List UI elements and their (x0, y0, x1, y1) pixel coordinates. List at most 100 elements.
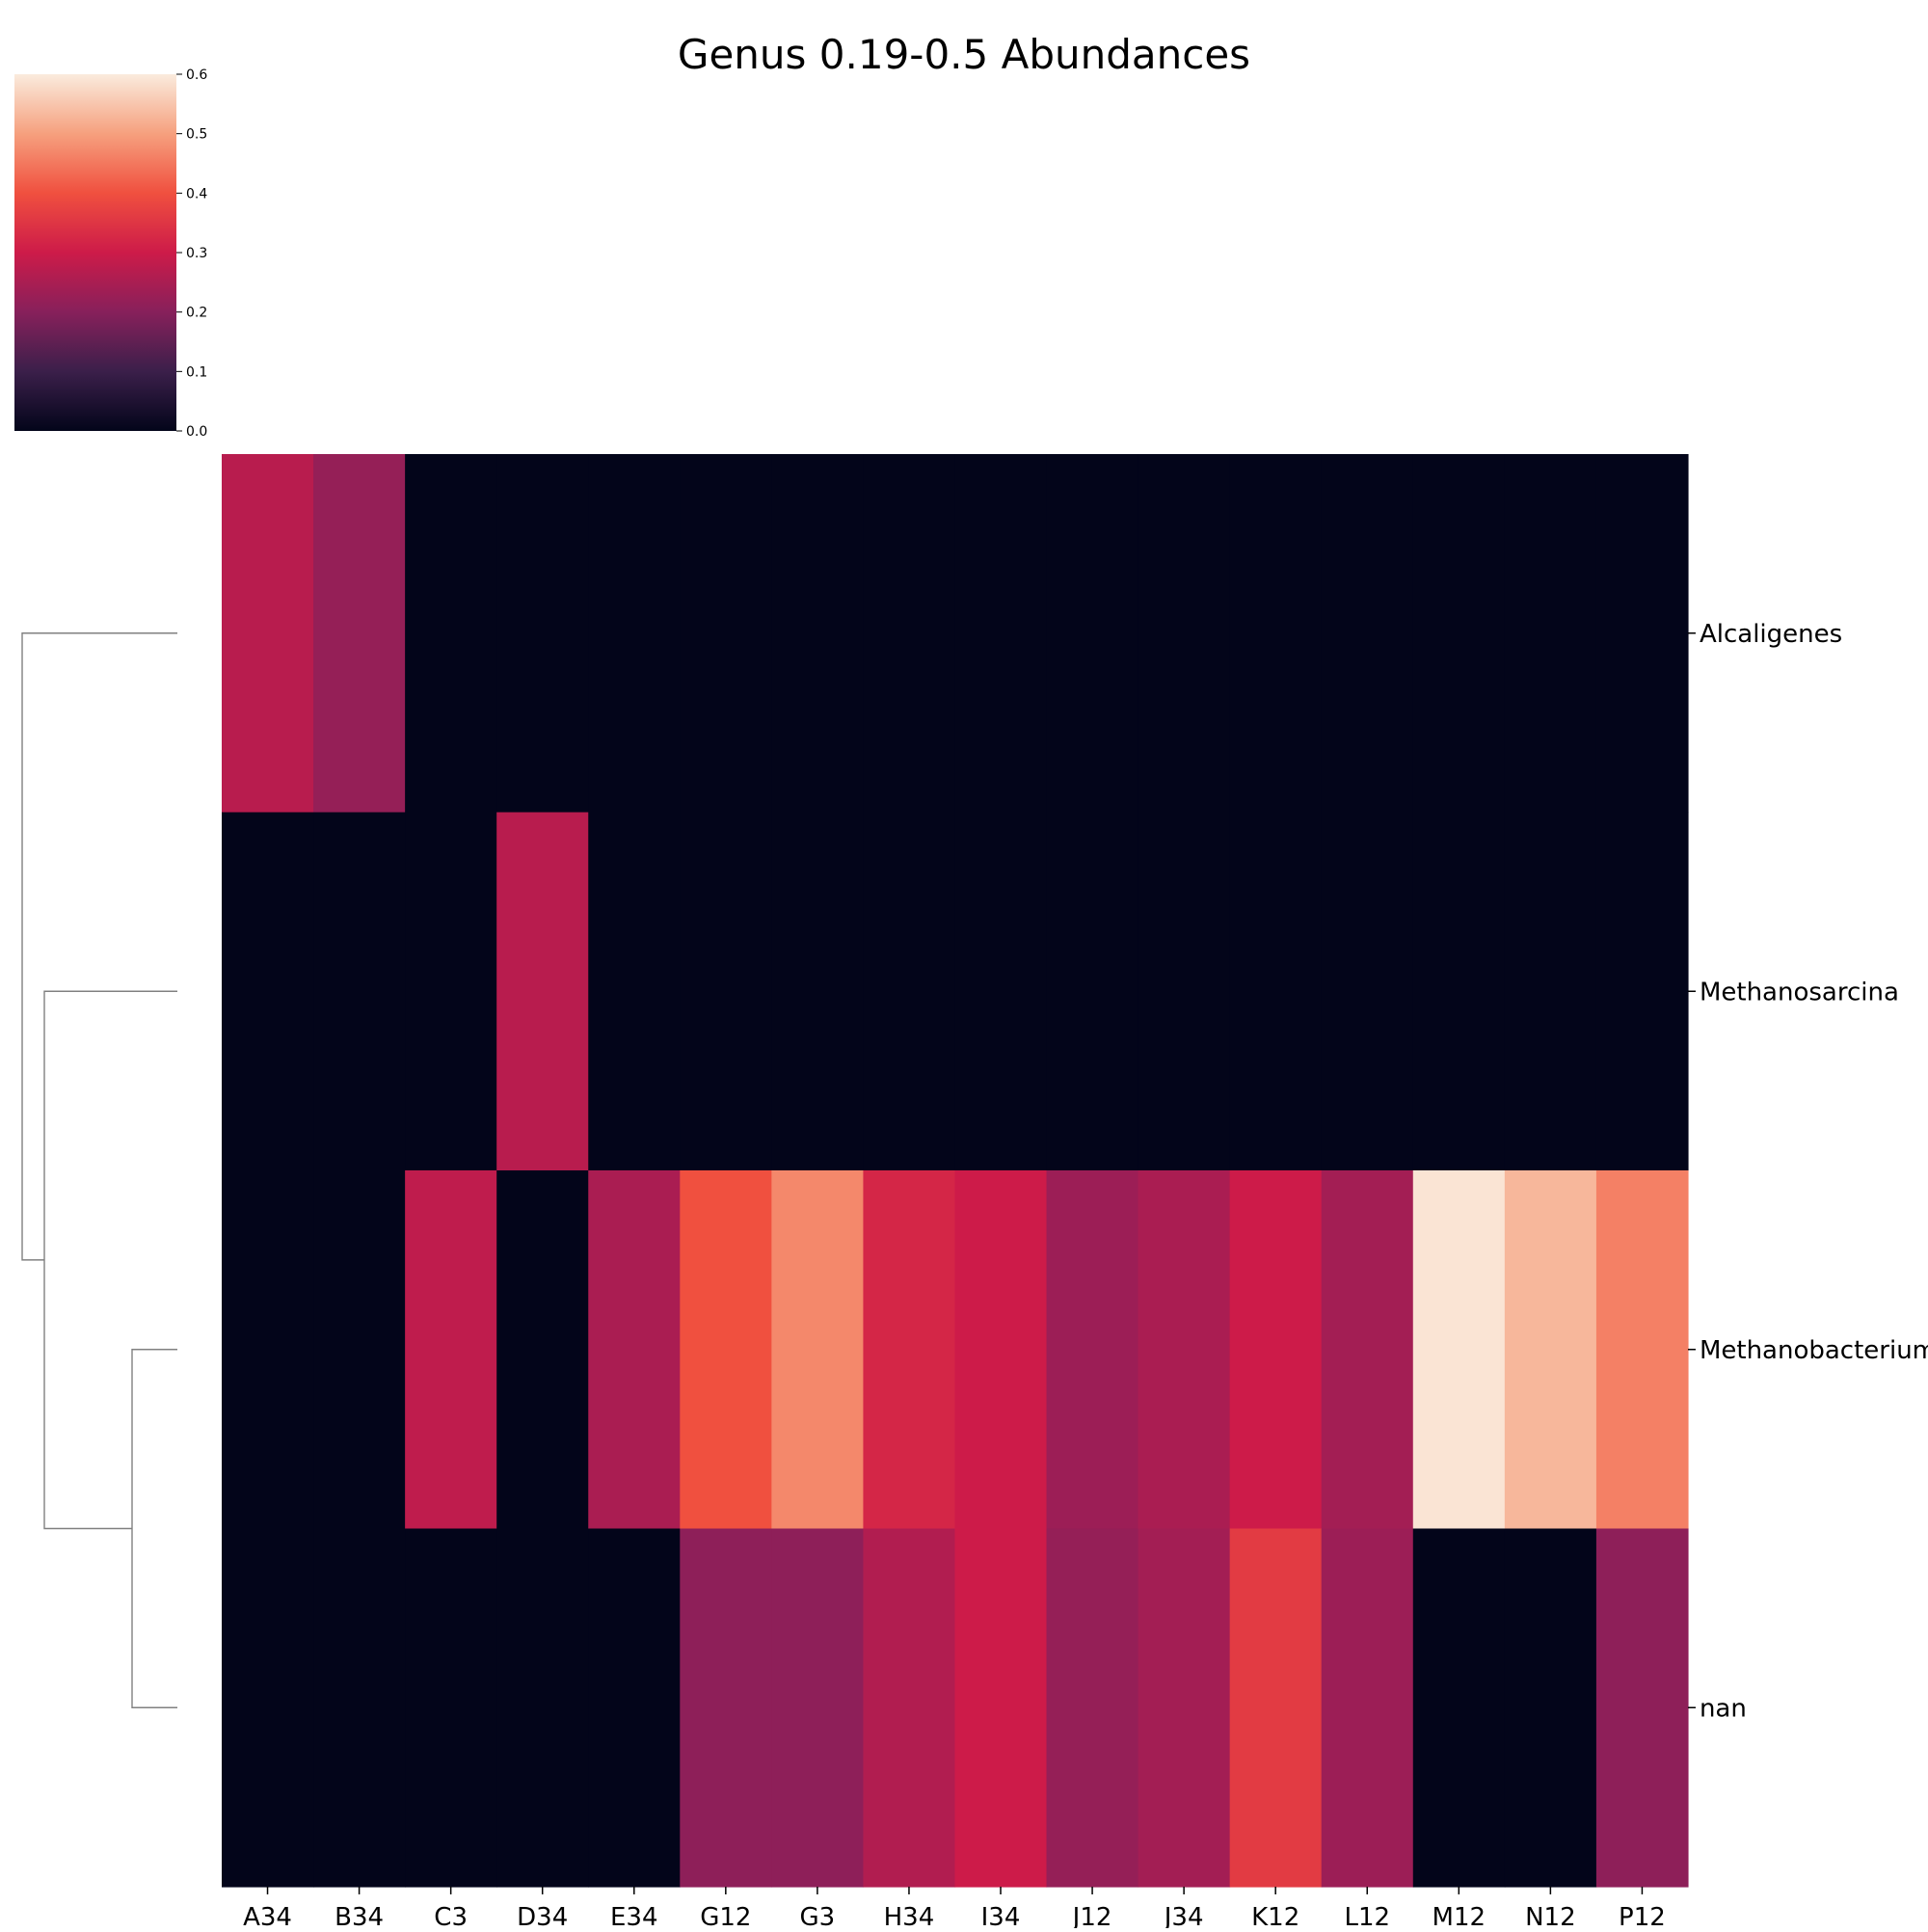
heatmap-cell-Alcaligenes-M12 (1412, 454, 1506, 814)
x-axis-ticks: A34 B34 C3 D34 E34 G12 G3 H34 I34 J12 J34 K12 L12 M12… (243, 1887, 1666, 1932)
colorbar-tick-label-0.6: 0.6 (186, 67, 207, 83)
heatmap-cell-nan-D34 (496, 1528, 589, 1888)
heatmap-cell-Methanosarcina-M12 (1412, 812, 1506, 1171)
x-tick-label-A34: A34 (243, 1903, 292, 1928)
heatmap-cell-Methanosarcina-B34 (313, 812, 406, 1171)
y-tick-label-Alcaligenes: Alcaligenes (1700, 620, 1842, 649)
heatmap-cell-nan-H34 (863, 1528, 956, 1888)
heatmap-cell-Alcaligenes-J34 (1138, 454, 1231, 814)
dendrogram-link (43, 990, 177, 1530)
heatmap-cell-nan-N12 (1504, 1528, 1597, 1888)
heatmap-cell-Methanosarcina-N12 (1504, 812, 1597, 1171)
heatmap-cell-Methanosarcina-J12 (1046, 812, 1139, 1171)
colorbar-tick-label-0.3: 0.3 (186, 246, 207, 261)
x-tick-label-J34: J34 (1163, 1903, 1204, 1928)
heatmap-cell-Methanobacterium-K12 (1229, 1170, 1323, 1530)
heatmap-cell-Methanosarcina-E34 (588, 812, 681, 1171)
x-tick-label-K12: K12 (1251, 1903, 1299, 1928)
heatmap-cell-Methanobacterium-I34 (954, 1170, 1048, 1530)
heatmap-cell-Methanobacterium-C3 (405, 1170, 497, 1530)
heatmap-cell-nan-K12 (1229, 1528, 1323, 1888)
heatmap-cell-Methanobacterium-J34 (1138, 1170, 1231, 1530)
y-tick-label-Methanosarcina: Methanosarcina (1700, 978, 1899, 1006)
x-tick-label-L12: L12 (1344, 1903, 1390, 1928)
heatmap-cell-Methanosarcina-G12 (680, 812, 772, 1171)
heatmap-cell-nan-E34 (588, 1528, 681, 1888)
x-tick-label-H34: H34 (884, 1903, 935, 1928)
heatmap-cell-Methanobacterium-B34 (313, 1170, 406, 1530)
x-tick-label-J12: J12 (1071, 1903, 1112, 1928)
heatmap-cell-Methanosarcina-L12 (1321, 812, 1414, 1171)
heatmap-cell-nan-P12 (1595, 1528, 1689, 1888)
heatmap-cell-Methanobacterium-A34 (222, 1170, 314, 1530)
heatmap-cell-Methanosarcina-J34 (1138, 812, 1231, 1171)
heatmap-cell-Alcaligenes-A34 (222, 454, 314, 814)
heatmap-cell-Alcaligenes-E34 (588, 454, 681, 814)
heatmap-cell-Alcaligenes-G12 (680, 454, 772, 814)
x-tick-label-C3: C3 (434, 1903, 468, 1928)
x-tick-label-N12: N12 (1525, 1903, 1576, 1928)
heatmap-cell-Methanobacterium-M12 (1412, 1170, 1506, 1530)
x-tick-label-G3: G3 (800, 1903, 836, 1928)
heatmap-cell-nan-G3 (771, 1528, 865, 1888)
heatmap-cell-nan-I34 (954, 1528, 1048, 1888)
heatmap-cell-nan-G12 (680, 1528, 772, 1888)
heatmap-cell-Methanosarcina-A34 (222, 812, 314, 1171)
heatmap-cell-Methanosarcina-P12 (1595, 812, 1689, 1171)
heatmap-cell-Alcaligenes-P12 (1595, 454, 1689, 814)
x-tick-label-M12: M12 (1433, 1903, 1486, 1928)
y-tick-label-nan: nan (1700, 1694, 1747, 1723)
heatmap-cell-nan-A34 (222, 1528, 314, 1888)
heatmap-cell-nan-B34 (313, 1528, 406, 1888)
heatmap-cell-Methanobacterium-D34 (496, 1170, 589, 1530)
heatmap-cell-Alcaligenes-I34 (954, 454, 1048, 814)
heatmap-cell-Alcaligenes-H34 (863, 454, 956, 814)
heatmap-cell-Methanobacterium-G12 (680, 1170, 772, 1530)
heatmap-cell-nan-L12 (1321, 1528, 1414, 1888)
heatmap-cell-Alcaligenes-L12 (1321, 454, 1414, 814)
heatmap-cell-Methanobacterium-P12 (1595, 1170, 1689, 1530)
x-tick-label-P12: P12 (1619, 1903, 1666, 1928)
heatmap-cell-Methanosarcina-C3 (405, 812, 497, 1171)
colorbar-gradient (14, 74, 176, 431)
colorbar-tick-label-0.5: 0.5 (186, 127, 207, 143)
y-axis-ticks: Alcaligenes Methanosarcina Methanobacteriu… (1687, 620, 1928, 1723)
heatmap-cell-Methanosarcina-H34 (863, 812, 956, 1171)
heatmap-cell-Alcaligenes-B34 (313, 454, 406, 814)
row-dendrogram (21, 632, 177, 1708)
dendrogram-link (131, 1349, 177, 1708)
x-tick-label-D34: D34 (517, 1903, 568, 1928)
colorbar-tick-label-0.1: 0.1 (186, 364, 207, 380)
heatmap-cell-nan-M12 (1412, 1528, 1506, 1888)
heatmap-cell-Alcaligenes-D34 (496, 454, 589, 814)
heatmap-cell-Methanobacterium-H34 (863, 1170, 956, 1530)
x-tick-label-G12: G12 (700, 1903, 751, 1928)
heatmap-cell-nan-J12 (1046, 1528, 1139, 1888)
x-tick-label-I34: I34 (981, 1903, 1021, 1928)
heatmap-cell-nan-J34 (1138, 1528, 1231, 1888)
colorbar-tick-label-0.2: 0.2 (186, 306, 207, 321)
heatmap-cell-Alcaligenes-K12 (1229, 454, 1323, 814)
heatmap-cell-Methanobacterium-E34 (588, 1170, 681, 1530)
dendrogram-link (21, 632, 177, 1261)
chart-title: Genus 0.19-0.5 Abundances (677, 31, 1251, 78)
colorbar: 0.0 0.1 0.2 0.3 0.4 0.5 0.6 (14, 67, 207, 440)
heatmap-cell-nan-C3 (405, 1528, 497, 1888)
heatmap-cell-Methanobacterium-J12 (1046, 1170, 1139, 1530)
x-tick-label-E34: E34 (610, 1903, 658, 1928)
heatmap-cell-Alcaligenes-J12 (1046, 454, 1139, 814)
x-tick-label-B34: B34 (335, 1903, 384, 1928)
colorbar-tick-label-0.0: 0.0 (186, 424, 207, 440)
y-tick-label-Methanobacterium: Methanobacterium (1700, 1336, 1928, 1365)
heatmap-cell-Methanobacterium-N12 (1504, 1170, 1597, 1530)
heatmap-cell-Alcaligenes-G3 (771, 454, 865, 814)
colorbar-tick-label-0.4: 0.4 (186, 186, 207, 201)
heatmap-grid (222, 454, 1689, 1888)
heatmap-cell-Alcaligenes-C3 (405, 454, 497, 814)
heatmap-cell-Alcaligenes-N12 (1504, 454, 1597, 814)
heatmap-cell-Methanosarcina-K12 (1229, 812, 1323, 1171)
heatmap-cell-Methanosarcina-D34 (496, 812, 589, 1171)
heatmap-cell-Methanosarcina-G3 (771, 812, 865, 1171)
